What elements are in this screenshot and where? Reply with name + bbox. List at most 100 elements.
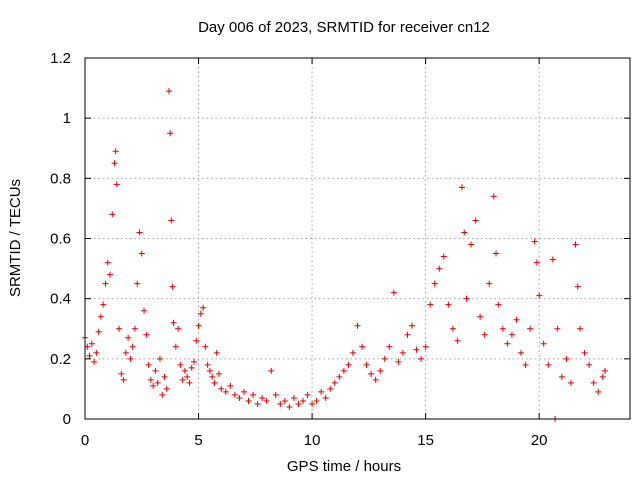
- data-point: [254, 400, 261, 407]
- data-point: [309, 400, 316, 407]
- data-point: [93, 349, 100, 356]
- data-point: [141, 307, 148, 314]
- y-tick-label: 0.4: [50, 291, 71, 308]
- data-point: [218, 385, 225, 392]
- data-point: [586, 361, 593, 368]
- data-point: [590, 379, 597, 386]
- data-point: [118, 370, 125, 377]
- data-point: [184, 373, 191, 380]
- y-axis-label: SRMTID / TECUs: [7, 179, 24, 297]
- data-point: [147, 376, 154, 383]
- data-point: [536, 292, 543, 299]
- data-point: [468, 241, 475, 248]
- data-point: [170, 319, 177, 326]
- data-point: [181, 367, 188, 374]
- axis-layer: 0 0.2 0.4 0.6 0.8 1 1.2 0 5 10 15 20: [50, 50, 631, 449]
- data-point: [272, 391, 279, 398]
- data-point: [86, 352, 93, 359]
- data-point: [211, 379, 218, 386]
- data-point: [318, 388, 325, 395]
- data-point: [295, 400, 302, 407]
- data-point: [436, 265, 443, 272]
- data-point: [572, 241, 579, 248]
- data-point: [472, 217, 479, 224]
- data-point: [331, 379, 338, 386]
- data-point: [197, 310, 204, 317]
- data-point: [495, 301, 502, 308]
- data-point: [449, 325, 456, 332]
- data-point: [599, 373, 606, 380]
- data-point: [143, 331, 150, 338]
- data-point: [195, 322, 202, 329]
- data-point: [422, 343, 429, 350]
- data-point: [152, 367, 159, 374]
- data-point: [522, 361, 529, 368]
- data-point: [179, 376, 186, 383]
- data-point: [259, 394, 266, 401]
- data-point: [88, 340, 95, 347]
- chart-title: Day 006 of 2023, SRMTID for receiver cn1…: [198, 19, 490, 36]
- data-point: [481, 331, 488, 338]
- data-point: [531, 238, 538, 245]
- data-point: [286, 403, 293, 410]
- data-point: [116, 325, 123, 332]
- data-point: [404, 331, 411, 338]
- data-point: [150, 382, 157, 389]
- data-point: [345, 361, 352, 368]
- data-point: [381, 355, 388, 362]
- data-point: [188, 364, 195, 371]
- x-tick-label: 5: [194, 432, 202, 449]
- data-point: [186, 379, 193, 386]
- data-point: [363, 361, 370, 368]
- data-point: [109, 211, 116, 218]
- data-point: [120, 376, 127, 383]
- data-point: [581, 349, 588, 356]
- data-point: [127, 355, 134, 362]
- data-point: [461, 229, 468, 236]
- data-point: [159, 391, 166, 398]
- data-point: [577, 325, 584, 332]
- data-point: [209, 373, 216, 380]
- data-point: [349, 349, 356, 356]
- data-point: [191, 358, 197, 365]
- data-point: [138, 250, 145, 257]
- data-point: [427, 301, 434, 308]
- data-point: [168, 217, 175, 224]
- data-point: [156, 355, 163, 362]
- data-point: [477, 313, 484, 320]
- data-point: [527, 325, 534, 332]
- data-point: [213, 349, 220, 356]
- data-point: [563, 355, 570, 362]
- data-point: [263, 397, 270, 404]
- data-point: [558, 373, 565, 380]
- data-point: [177, 361, 184, 368]
- data-point: [304, 391, 311, 398]
- data-point: [161, 373, 168, 380]
- data-point: [409, 322, 415, 329]
- data-point: [131, 325, 138, 332]
- data-point: [227, 382, 234, 389]
- data-point: [193, 337, 200, 344]
- grid-layer: [85, 58, 630, 419]
- data-point: [377, 367, 384, 374]
- data-point: [113, 181, 120, 188]
- data-point: [236, 394, 243, 401]
- data-point: [245, 397, 252, 404]
- data-point: [129, 343, 136, 350]
- x-tick-label: 0: [81, 432, 89, 449]
- data-point: [167, 130, 174, 137]
- data-point: [602, 367, 609, 374]
- data-point: [169, 283, 176, 290]
- data-point: [281, 397, 288, 404]
- data-point: [154, 379, 161, 386]
- data-point: [454, 337, 461, 344]
- data-point: [125, 334, 132, 341]
- data-point: [106, 271, 113, 278]
- data-point: [418, 355, 425, 362]
- data-point: [172, 343, 179, 350]
- y-tick-label: 0.8: [50, 170, 71, 187]
- data-point: [440, 253, 447, 260]
- data-point: [533, 259, 540, 266]
- data-point: [122, 349, 129, 356]
